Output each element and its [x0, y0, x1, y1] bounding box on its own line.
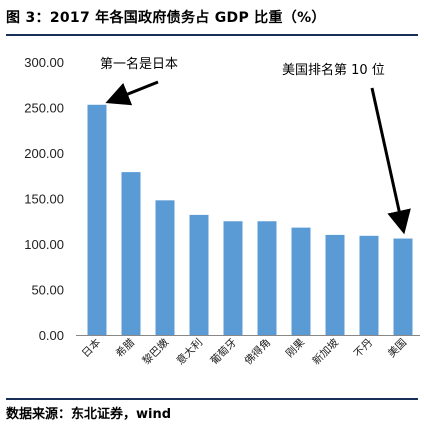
- annotation-arrow: [105, 80, 159, 106]
- x-tick-label: 希腊: [113, 336, 137, 360]
- source-note: 数据来源：东北证券，wind: [6, 407, 172, 422]
- bar: [121, 172, 141, 335]
- bar: [359, 235, 379, 335]
- figure-title: 图 3：2017 年各国政府债务占 GDP 比重（%）: [6, 10, 326, 26]
- x-tick-label: 不丹: [352, 337, 375, 360]
- x-tick-label: 日本: [79, 336, 103, 360]
- bar: [291, 227, 311, 335]
- annotations: 第一名是日本 美国排名第 10 位: [100, 56, 411, 235]
- x-tick-label: 意大利: [174, 336, 205, 367]
- x-tick-label: 葡萄牙: [208, 336, 239, 367]
- top-rule: [6, 34, 418, 36]
- x-tick-label: 美国: [385, 336, 409, 360]
- annotation-text: 美国排名第 10 位: [282, 62, 385, 78]
- x-tick-label: 新加坡: [310, 336, 342, 368]
- bar: [393, 238, 413, 335]
- bar: [87, 104, 107, 336]
- y-tick-label: 250.00: [24, 101, 64, 116]
- y-tick-label: 150.00: [24, 192, 64, 207]
- y-tick-label: 100.00: [24, 237, 64, 252]
- y-tick-label: 200.00: [24, 146, 64, 161]
- y-axis: 0.00 50.00 100.00 150.00 200.00 250.00 300.00: [24, 55, 64, 343]
- bar: [223, 221, 243, 335]
- x-axis: 日本 希腊 黎巴嫩 意大利 葡萄牙 佛得角 刚果 新加坡 不丹 美国: [76, 335, 420, 368]
- x-tick-label: 佛得角: [242, 336, 273, 367]
- bar: [155, 200, 175, 335]
- bars: [87, 104, 413, 336]
- annotation-arrow: [370, 87, 411, 235]
- bottom-rule: [6, 398, 418, 400]
- bar: [189, 214, 209, 335]
- annotation-text: 第一名是日本: [100, 56, 178, 72]
- x-tick-label: 黎巴嫩: [140, 336, 172, 368]
- y-tick-label: 50.00: [31, 283, 64, 298]
- bar: [325, 234, 345, 335]
- y-tick-label: 0.00: [39, 328, 64, 343]
- x-tick-label: 刚果: [284, 336, 308, 360]
- y-tick-label: 300.00: [24, 55, 64, 70]
- bar: [257, 221, 277, 335]
